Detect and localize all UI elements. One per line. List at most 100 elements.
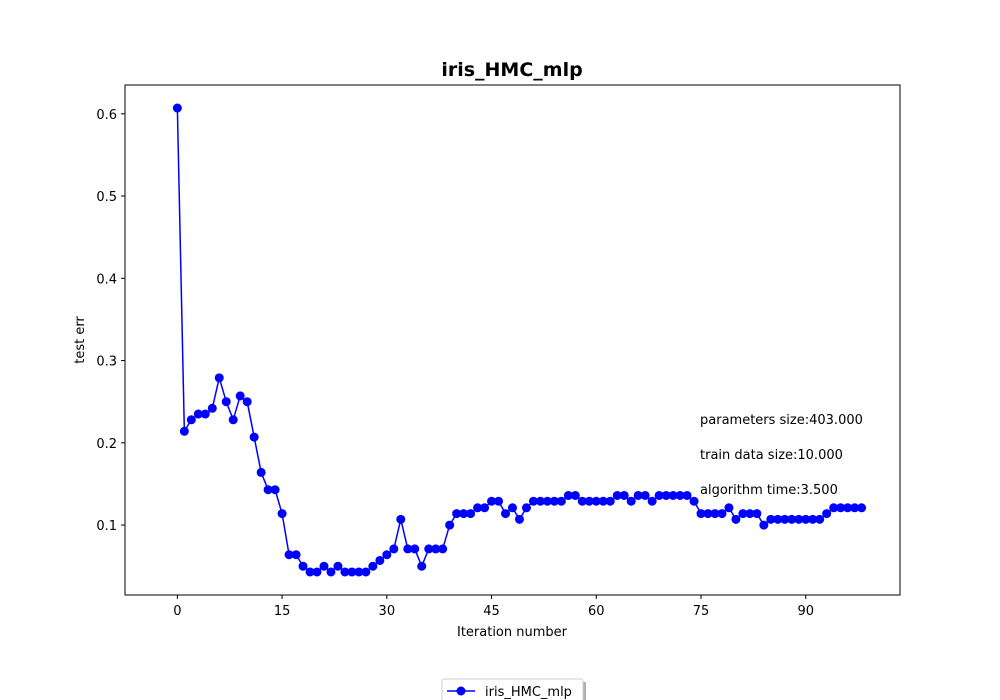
data-point	[633, 490, 643, 500]
data-point	[382, 550, 392, 560]
data-point	[654, 490, 664, 500]
data-point	[801, 514, 811, 524]
data-point	[179, 426, 189, 436]
data-point	[494, 496, 504, 506]
data-point	[731, 514, 741, 524]
data-point	[298, 561, 308, 571]
data-point	[535, 496, 545, 506]
data-point	[333, 561, 343, 571]
data-point	[738, 509, 748, 519]
data-point	[172, 103, 182, 113]
data-point	[354, 567, 364, 577]
chart-title: iris_HMC_mlp	[441, 59, 582, 81]
data-point	[808, 514, 818, 524]
data-point	[214, 373, 224, 383]
data-point	[843, 503, 853, 513]
data-point	[228, 415, 238, 425]
data-point	[829, 503, 839, 513]
x-axis-label: Iteration number	[457, 625, 568, 640]
data-point	[584, 496, 594, 506]
data-point	[710, 509, 720, 519]
data-point	[682, 490, 692, 500]
data-point	[619, 490, 629, 500]
x-tick-label: 30	[379, 604, 396, 619]
data-point	[256, 467, 266, 477]
data-point	[438, 544, 448, 554]
data-point	[473, 503, 483, 513]
data-point	[424, 544, 434, 554]
x-tick-label: 15	[274, 604, 291, 619]
x-tick-label: 75	[693, 604, 710, 619]
data-point	[675, 490, 685, 500]
data-point	[326, 567, 336, 577]
data-point	[501, 509, 511, 519]
series-line	[176, 108, 862, 573]
y-axis-label: test err	[73, 316, 88, 364]
data-point	[563, 490, 573, 500]
data-point	[780, 514, 790, 524]
legend: iris_HMC_mlp	[441, 678, 586, 700]
legend-box	[441, 678, 584, 700]
data-point	[431, 544, 441, 554]
data-point	[410, 544, 420, 554]
data-point	[724, 503, 734, 513]
annotation-algorithm-time: algorithm time:3.500	[700, 483, 838, 498]
data-point	[193, 409, 203, 419]
data-point	[640, 490, 650, 500]
data-point	[445, 520, 455, 530]
annotations: parameters size:403.000 train data size:…	[700, 413, 863, 498]
data-point	[235, 391, 245, 401]
x-tick-label: 45	[483, 604, 500, 619]
data-point	[556, 496, 566, 506]
y-tick-label: 0.2	[96, 437, 117, 452]
data-point	[389, 544, 399, 554]
data-point	[361, 567, 371, 577]
x-tick-label: 0	[173, 604, 181, 619]
data-point	[291, 550, 301, 560]
data-point	[270, 485, 280, 495]
data-point	[375, 555, 385, 565]
plot-frame	[124, 84, 901, 596]
data-point	[200, 409, 210, 419]
data-point	[347, 567, 357, 577]
data-point	[542, 496, 552, 506]
y-tick-label: 0.1	[96, 519, 117, 534]
data-point	[787, 514, 797, 524]
data-point	[417, 561, 427, 571]
data-point	[857, 503, 867, 513]
data-point	[312, 567, 322, 577]
data-point	[528, 496, 538, 506]
data-point	[815, 514, 825, 524]
data-point	[647, 496, 657, 506]
data-point	[319, 561, 329, 571]
data-point	[186, 415, 196, 425]
x-tick-label: 60	[588, 604, 605, 619]
data-point	[480, 503, 490, 513]
data-point	[766, 514, 776, 524]
data-point	[626, 496, 636, 506]
data-point	[249, 432, 259, 442]
plot-area	[124, 84, 901, 596]
data-point	[703, 509, 713, 519]
legend-marker-sample	[456, 686, 466, 696]
data-point	[242, 397, 252, 407]
data-point	[605, 496, 615, 506]
y-tick-label: 0.4	[96, 272, 117, 287]
y-axis: 0.1 0.2 0.3 0.4 0.5 0.6	[96, 108, 125, 534]
y-tick-label: 0.5	[96, 190, 117, 205]
data-point	[836, 503, 846, 513]
data-point	[284, 550, 294, 560]
data-point	[207, 403, 217, 413]
legend-entry-label: iris_HMC_mlp	[485, 685, 572, 700]
y-tick-label: 0.3	[96, 355, 117, 370]
data-point	[598, 496, 608, 506]
data-point	[549, 496, 559, 506]
data-point	[508, 503, 517, 513]
data-point	[661, 490, 671, 500]
data-point	[612, 490, 622, 500]
data-point	[689, 496, 699, 506]
data-point	[521, 503, 531, 513]
data-point	[452, 509, 462, 519]
x-tick-label: 90	[797, 604, 814, 619]
